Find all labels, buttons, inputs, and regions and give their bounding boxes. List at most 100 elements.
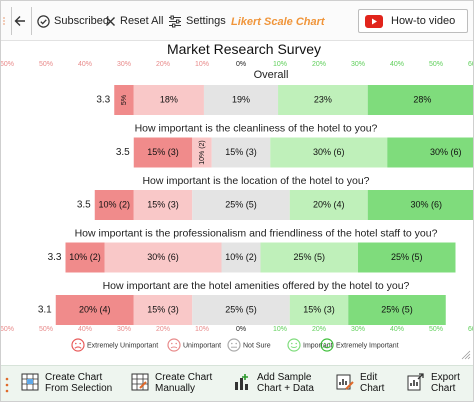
edit-line1: Edit bbox=[360, 372, 378, 383]
likert-segment-label: 28% bbox=[413, 94, 431, 104]
close-icon bbox=[106, 16, 115, 26]
edit-chart-button[interactable]: Edit Chart bbox=[336, 372, 384, 400]
row-question: How important is the location of the hot… bbox=[142, 175, 369, 187]
create-chart-manually-button[interactable]: Create Chart Manually bbox=[131, 372, 212, 400]
likert-segment-label: 5% bbox=[121, 95, 128, 105]
likert-segment-bar bbox=[133, 295, 193, 325]
likert-segment-bar bbox=[65, 242, 105, 273]
from-selection-line1: Create Chart bbox=[45, 372, 103, 383]
resize-grip-icon[interactable] bbox=[461, 350, 471, 360]
axis-tick-bottom: 10% bbox=[273, 326, 287, 333]
export-line2: Chart bbox=[431, 383, 456, 394]
likert-segment-bar bbox=[203, 85, 279, 115]
likert-segment-bar bbox=[133, 190, 193, 220]
legend-label: Not Sure bbox=[243, 343, 271, 350]
edit-line2: Chart bbox=[360, 383, 385, 394]
likert-segment-label: 30% (6) bbox=[147, 252, 179, 262]
likert-segment-bar bbox=[192, 295, 290, 325]
row-mean-score: 3.3 bbox=[96, 95, 110, 106]
axis-tick-bottom: 30% bbox=[351, 326, 365, 333]
row-mean-score: 3.5 bbox=[77, 200, 91, 211]
chart-canvas: Market Research Survey70%70%60%60%50%50%… bbox=[1, 41, 474, 360]
axis-tick-top: 40% bbox=[390, 61, 404, 68]
sliders-icon bbox=[169, 15, 181, 27]
subscribed-button[interactable]: Subscribed bbox=[37, 11, 109, 31]
manually-line2: Manually bbox=[155, 383, 196, 394]
likert-segment-label: 15% (3) bbox=[147, 304, 179, 314]
how-to-video-button[interactable]: How-to video bbox=[358, 9, 468, 33]
legend-face-icon bbox=[167, 338, 181, 352]
likert-segment-label: 30% (6) bbox=[430, 147, 462, 157]
settings-label: Settings bbox=[186, 15, 226, 27]
axis-tick-bottom: 50% bbox=[39, 326, 53, 333]
axis-tick-top: 10% bbox=[195, 61, 209, 68]
toolbar-divider bbox=[31, 7, 32, 35]
axis-tick-bottom: 30% bbox=[117, 326, 131, 333]
sample-line1: Add Sample bbox=[257, 372, 312, 383]
settings-button[interactable]: Settings bbox=[168, 11, 226, 31]
likert-segment-label: 25% (5) bbox=[225, 304, 257, 314]
axis-tick-top: 30% bbox=[117, 61, 131, 68]
likert-segment-bar bbox=[94, 190, 134, 220]
from-selection-line2: From Selection bbox=[45, 383, 113, 394]
bottom-menu-handle-icon[interactable] bbox=[5, 376, 9, 396]
axis-tick-bottom: 40% bbox=[78, 326, 92, 333]
axis-tick-top: 30% bbox=[351, 61, 365, 68]
axis-tick-top: 10% bbox=[273, 61, 287, 68]
export-chart-button[interactable]: Export Chart bbox=[407, 372, 460, 400]
legend-face-icon bbox=[71, 338, 85, 352]
legend-face-icon bbox=[287, 338, 301, 352]
youtube-play-icon bbox=[365, 14, 383, 28]
likert-segment-label: 10% (2) bbox=[69, 252, 101, 262]
axis-tick-top: 0% bbox=[236, 61, 246, 68]
likert-segment-label: 15% (3) bbox=[147, 199, 179, 209]
reset-all-label: Reset All bbox=[120, 15, 164, 27]
likert-segment-label: 25% (5) bbox=[225, 199, 257, 209]
likert-segment-label: 20% (4) bbox=[79, 304, 111, 314]
likert-segment-label: 15% (3) bbox=[147, 147, 179, 157]
add-sample-chart-button[interactable]: Add Sample Chart + Data bbox=[233, 372, 314, 400]
likert-segment-bar bbox=[289, 295, 349, 325]
axis-tick-top: 20% bbox=[156, 61, 170, 68]
create-chart-from-selection-button[interactable]: Create Chart From Selection bbox=[21, 372, 112, 400]
toolbar: Subscribed Reset All Settings Likert Sca… bbox=[1, 1, 473, 41]
how-to-video-label: How-to video bbox=[391, 15, 456, 27]
likert-segment-label: 25% (5) bbox=[293, 252, 325, 262]
likert-segment-label: 10% (2) bbox=[199, 140, 206, 165]
likert-segment-bar bbox=[114, 85, 134, 115]
likert-segment-bar bbox=[348, 295, 446, 325]
manually-line1: Create Chart bbox=[155, 372, 213, 383]
axis-tick-top: 50% bbox=[429, 61, 443, 68]
likert-segment-bar bbox=[104, 242, 222, 273]
likert-segment-bar bbox=[192, 137, 212, 168]
legend-label: Important bbox=[303, 343, 333, 350]
reset-all-button[interactable]: Reset All bbox=[105, 11, 163, 31]
axis-tick-top: 40% bbox=[78, 61, 92, 68]
likert-segment-label: 25% (5) bbox=[391, 252, 423, 262]
likert-segment-label: 30% (6) bbox=[410, 199, 442, 209]
likert-segment-label: 15% (3) bbox=[225, 147, 257, 157]
likert-chart: Market Research Survey70%70%60%60%50%50%… bbox=[1, 41, 474, 365]
likert-segment-label: 25% (5) bbox=[381, 304, 413, 314]
likert-segment-label: 15% (3) bbox=[303, 304, 335, 314]
menu-handle-icon[interactable] bbox=[3, 11, 9, 31]
likert-segment-label: 10% (2) bbox=[98, 199, 130, 209]
back-button[interactable] bbox=[14, 11, 30, 31]
likert-segment-bar bbox=[289, 190, 368, 220]
row-mean-score: 3.3 bbox=[48, 252, 62, 263]
axis-tick-top: 50% bbox=[39, 61, 53, 68]
axis-tick-bottom: 60% bbox=[468, 326, 474, 333]
axis-tick-bottom: 20% bbox=[312, 326, 326, 333]
legend-label: Extremely Unimportant bbox=[87, 343, 158, 350]
arrow-left-icon bbox=[14, 16, 25, 26]
likert-segment-bar bbox=[133, 137, 193, 168]
axis-tick-bottom: 10% bbox=[195, 326, 209, 333]
likert-segment-bar bbox=[55, 295, 134, 325]
likert-segment-bar bbox=[133, 85, 204, 115]
check-circle-icon bbox=[37, 14, 50, 28]
axis-tick-bottom: 50% bbox=[429, 326, 443, 333]
axis-tick-top: 20% bbox=[312, 61, 326, 68]
row-mean-score: 3.1 bbox=[38, 305, 52, 316]
edit-chart-icon bbox=[336, 374, 354, 390]
